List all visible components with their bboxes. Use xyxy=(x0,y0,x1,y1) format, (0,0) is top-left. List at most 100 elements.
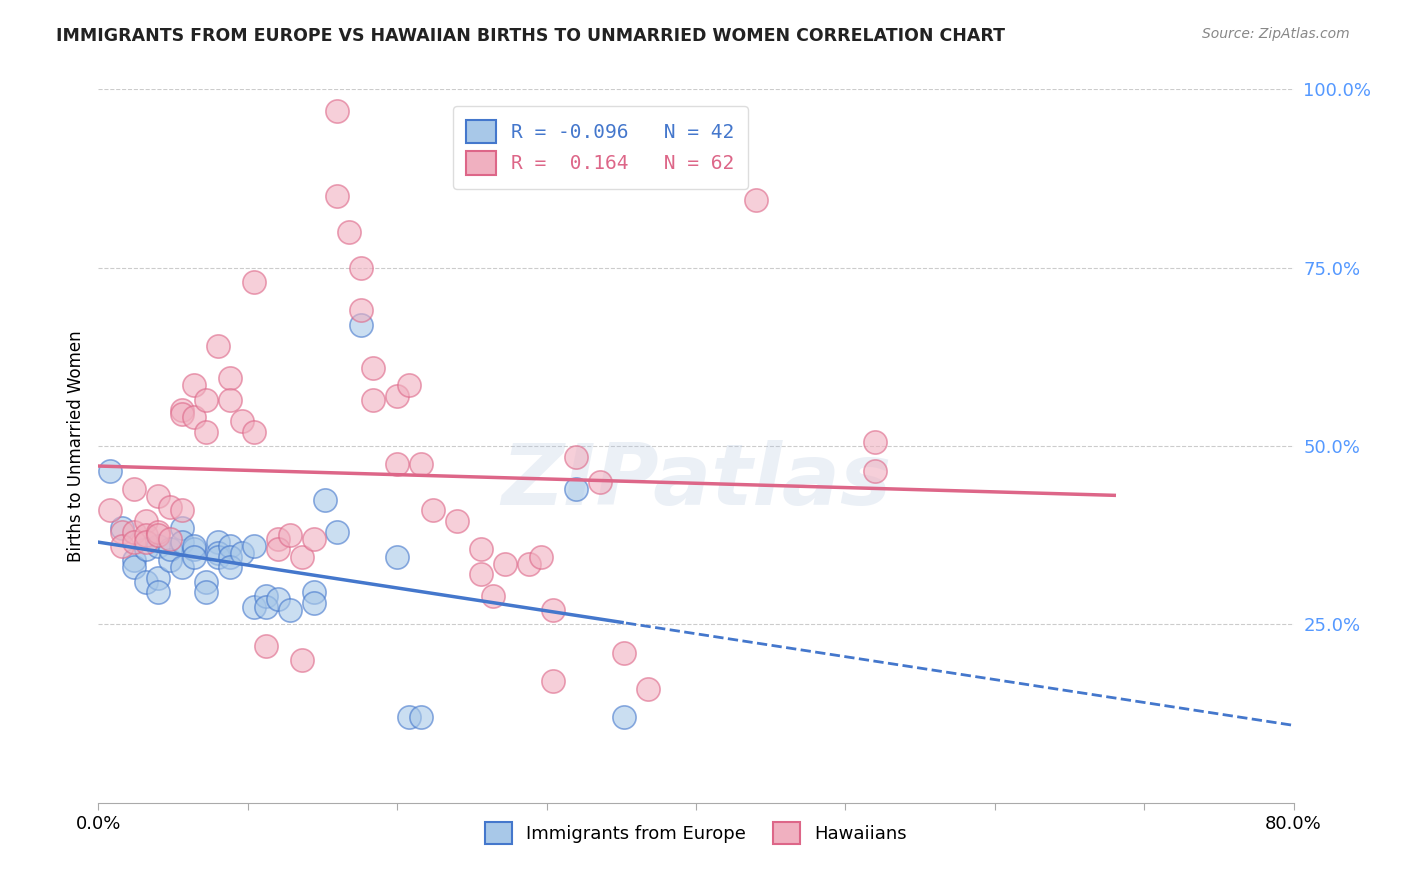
Point xyxy=(254,589,277,603)
Point xyxy=(350,318,373,332)
Point xyxy=(231,414,253,428)
Point xyxy=(385,389,409,403)
Point xyxy=(517,557,540,571)
Legend: Immigrants from Europe, Hawaiians: Immigrants from Europe, Hawaiians xyxy=(478,814,914,851)
Point xyxy=(315,492,337,507)
Point xyxy=(243,425,266,439)
Point xyxy=(398,710,420,724)
Point xyxy=(446,514,468,528)
Point xyxy=(219,392,242,407)
Point xyxy=(363,360,385,375)
Text: ZIPatlas: ZIPatlas xyxy=(501,440,891,524)
Point xyxy=(219,549,242,564)
Point xyxy=(254,599,277,614)
Point xyxy=(385,549,409,564)
Point xyxy=(637,681,659,696)
Point xyxy=(172,403,194,417)
Point xyxy=(494,557,516,571)
Point xyxy=(111,524,134,539)
Point xyxy=(565,450,588,464)
Point xyxy=(172,503,194,517)
Point xyxy=(207,549,229,564)
Point xyxy=(207,546,229,560)
Point xyxy=(326,103,349,118)
Point xyxy=(135,542,157,557)
Point xyxy=(865,464,887,478)
Point xyxy=(183,378,205,392)
Point xyxy=(243,275,266,289)
Point xyxy=(148,539,170,553)
Point xyxy=(302,585,325,599)
Point xyxy=(326,524,349,539)
Point xyxy=(613,710,636,724)
Point xyxy=(98,503,122,517)
Point xyxy=(541,674,564,689)
Point xyxy=(267,592,290,607)
Point xyxy=(219,371,242,385)
Point xyxy=(195,574,218,589)
Point xyxy=(159,553,181,567)
Point xyxy=(172,521,194,535)
Point xyxy=(470,567,492,582)
Point xyxy=(267,542,290,557)
Point xyxy=(243,539,266,553)
Point xyxy=(302,596,325,610)
Point xyxy=(183,549,205,564)
Point xyxy=(111,539,134,553)
Point xyxy=(148,524,170,539)
Point xyxy=(589,475,612,489)
Point xyxy=(411,710,433,724)
Point xyxy=(254,639,277,653)
Point xyxy=(422,503,444,517)
Point xyxy=(172,407,194,421)
Point xyxy=(195,585,218,599)
Point xyxy=(183,410,205,425)
Point xyxy=(470,542,492,557)
Point xyxy=(565,482,588,496)
Point xyxy=(135,514,157,528)
Point xyxy=(350,303,373,318)
Point xyxy=(159,532,181,546)
Point xyxy=(278,528,301,542)
Point xyxy=(613,646,636,660)
Point xyxy=(291,549,314,564)
Point xyxy=(350,260,373,275)
Point xyxy=(135,535,157,549)
Point xyxy=(124,524,146,539)
Point xyxy=(148,585,170,599)
Point xyxy=(98,464,122,478)
Point xyxy=(398,378,420,392)
Point xyxy=(530,549,553,564)
Point xyxy=(385,457,409,471)
Point xyxy=(411,457,433,471)
Point xyxy=(302,532,325,546)
Point xyxy=(231,546,253,560)
Point xyxy=(183,539,205,553)
Point xyxy=(135,574,157,589)
Point xyxy=(183,542,205,557)
Point xyxy=(326,189,349,203)
Point xyxy=(207,535,229,549)
Text: IMMIGRANTS FROM EUROPE VS HAWAIIAN BIRTHS TO UNMARRIED WOMEN CORRELATION CHART: IMMIGRANTS FROM EUROPE VS HAWAIIAN BIRTH… xyxy=(56,27,1005,45)
Point xyxy=(148,571,170,585)
Point xyxy=(159,500,181,514)
Point xyxy=(541,603,564,617)
Point xyxy=(159,542,181,557)
Point xyxy=(219,539,242,553)
Point xyxy=(865,435,887,450)
Point xyxy=(243,599,266,614)
Point xyxy=(745,193,768,207)
Point xyxy=(148,489,170,503)
Point xyxy=(219,560,242,574)
Y-axis label: Births to Unmarried Women: Births to Unmarried Women xyxy=(66,330,84,562)
Point xyxy=(124,560,146,574)
Point xyxy=(148,528,170,542)
Point xyxy=(291,653,314,667)
Point xyxy=(111,521,134,535)
Point xyxy=(278,603,301,617)
Text: Source: ZipAtlas.com: Source: ZipAtlas.com xyxy=(1202,27,1350,41)
Point xyxy=(124,553,146,567)
Point xyxy=(124,535,146,549)
Point xyxy=(207,339,229,353)
Point xyxy=(195,425,218,439)
